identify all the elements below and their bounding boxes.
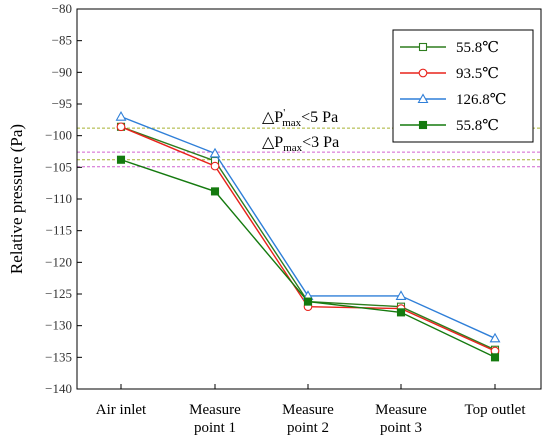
annotation-dp-prime: △P' max<5 Pa — [262, 107, 338, 129]
y-axis: −80 −85 −90 −95 −100 −105 −110 −115 −120 −125 −130… — [45, 1, 82, 396]
y-tick-label: −120 — [45, 254, 72, 269]
series-line — [120, 126, 496, 352]
series-line — [120, 159, 496, 358]
data-point-marker — [210, 161, 220, 171]
data-point-marker — [490, 353, 500, 362]
x-tick-label: Measure point 3 — [375, 402, 427, 436]
legend-label: 126.8℃ — [456, 92, 507, 108]
svg-text:△Pmax<3 Pa: △Pmax<3 Pa — [262, 134, 339, 154]
annotation-dp-sub: max — [283, 142, 302, 154]
y-tick-label: −100 — [45, 128, 72, 143]
data-point-marker — [418, 42, 428, 52]
data-point-marker — [209, 147, 221, 158]
annotation-dp-prime-sub: max — [282, 117, 301, 129]
series-1 — [116, 122, 500, 354]
data-point-marker — [418, 120, 428, 130]
legend-entry: 126.8℃ — [400, 92, 507, 108]
series-2 — [116, 122, 500, 356]
x-tick-label: Measure point 2 — [282, 402, 334, 436]
y-tick-label: −115 — [46, 223, 72, 238]
series-4 — [116, 155, 500, 362]
data-point-marker — [210, 187, 220, 196]
x-tick-label: Measure point 1 — [189, 402, 241, 436]
series-group — [115, 111, 501, 362]
y-tick-label: −80 — [52, 1, 72, 16]
annotation-dp-rest: <3 Pa — [302, 134, 339, 151]
x-axis: Air inlet Measure point 1 Measure point 2 Mea… — [96, 384, 526, 436]
annotation-dp-prime-rest: <5 Pa — [301, 109, 338, 126]
annotation-dp-prime-delta: △P — [262, 109, 283, 126]
y-tick-label: −95 — [52, 96, 72, 111]
annotation-dp: △Pmax<3 Pa — [262, 134, 339, 154]
data-point-marker — [489, 332, 501, 343]
series-3 — [115, 111, 501, 343]
y-tick-label: −140 — [45, 381, 72, 396]
legend-entry: 55.8℃ — [400, 118, 499, 134]
legend-entry: 93.5℃ — [400, 66, 499, 82]
data-point-marker — [303, 297, 313, 306]
data-point-marker — [396, 308, 406, 317]
x-tick-label: Top outlet — [464, 402, 526, 418]
x-tick-label: Air inlet — [96, 402, 147, 418]
data-point-marker — [395, 290, 407, 300]
y-tick-label: −110 — [46, 191, 72, 206]
data-point-marker — [417, 93, 429, 104]
y-tick-label: −85 — [52, 33, 72, 48]
legend-label: 93.5℃ — [456, 66, 499, 82]
data-point-marker — [418, 68, 428, 78]
legend-entry: 55.8℃ — [400, 40, 499, 56]
legend-box — [392, 29, 534, 143]
annotation-dp-delta: △P — [262, 134, 283, 151]
legend-label: 55.8℃ — [456, 40, 499, 56]
y-axis-label: Relative pressure (Pa) — [7, 124, 26, 274]
legend-label: 55.8℃ — [456, 118, 499, 134]
y-tick-label: −105 — [45, 159, 72, 174]
annotation-dp-prime-prime: ' — [283, 107, 285, 119]
svg-text:△P'max<5 Pa: △P' max<5 Pa — [262, 107, 338, 129]
y-tick-label: −130 — [45, 318, 72, 333]
data-point-marker — [116, 122, 126, 132]
y-tick-label: −125 — [45, 286, 72, 301]
data-point-marker — [116, 155, 126, 164]
series-line — [120, 126, 496, 351]
y-tick-label: −90 — [52, 64, 72, 79]
legend: 55.8℃ 93.5℃ 126.8℃ 55.8℃ — [392, 29, 534, 143]
data-point-marker — [115, 111, 127, 121]
y-tick-label: −135 — [45, 349, 72, 364]
